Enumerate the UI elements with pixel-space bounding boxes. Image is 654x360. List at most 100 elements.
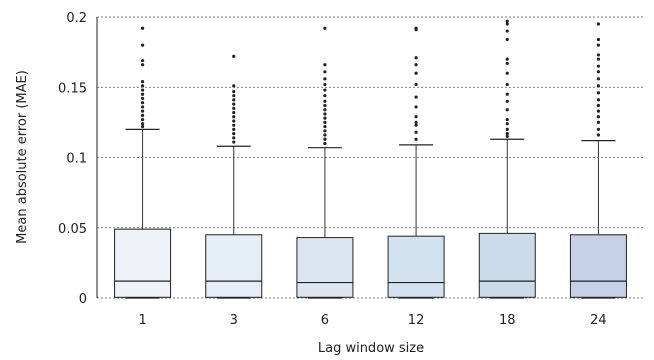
outlier-point (596, 70, 601, 74)
outlier-point (323, 94, 327, 98)
outlier-point (596, 84, 601, 88)
x-tick-label: 24 (590, 313, 607, 328)
x-tick-label: 3 (230, 313, 238, 328)
outlier-point (323, 108, 327, 112)
outlier-point (140, 80, 145, 84)
outlier-point (140, 88, 145, 92)
outlier-point (414, 130, 418, 134)
outlier-point (596, 120, 601, 124)
outlier-point (596, 43, 601, 47)
outlier-point (323, 77, 327, 81)
outlier-point (505, 117, 509, 122)
box-group-6 (296, 26, 354, 299)
outlier-point (596, 77, 601, 81)
outlier-point (232, 136, 236, 140)
outlier-point (140, 26, 145, 30)
outlier-point (140, 122, 145, 126)
outlier-point (596, 22, 601, 26)
outlier-point (596, 98, 601, 102)
outlier-point (232, 94, 236, 98)
iqr-box (205, 234, 263, 298)
outlier-point (414, 105, 418, 109)
outlier-point (505, 61, 509, 65)
outlier-point (140, 84, 145, 88)
outlier-point (140, 113, 145, 117)
outlier-point (414, 56, 418, 60)
outlier-point (505, 92, 509, 96)
x-tick-labels: 1 3 6 12 18 24 (138, 313, 606, 328)
outlier-point (414, 26, 418, 30)
outlier-point (414, 71, 418, 75)
box-group-24 (569, 22, 627, 299)
outlier-point (414, 123, 418, 127)
outlier-point (140, 63, 145, 67)
outlier-point (596, 91, 601, 95)
outlier-point (596, 53, 601, 57)
outlier-point (414, 63, 418, 67)
outlier-point (505, 37, 509, 42)
outlier-point (323, 112, 327, 116)
outlier-point (596, 109, 601, 113)
outlier-point (323, 26, 327, 30)
outlier-point (505, 71, 509, 75)
outlier-point (505, 22, 509, 26)
outlier-point (596, 64, 601, 68)
box-group-3 (205, 54, 263, 299)
outlier-point (232, 110, 236, 115)
x-tick-label: 6 (321, 313, 329, 328)
outlier-point (414, 115, 418, 119)
outlier-point (323, 129, 327, 133)
iqr-box (114, 228, 172, 298)
outlier-point (232, 140, 236, 144)
outlier-point (323, 124, 327, 129)
outlier-point (232, 84, 236, 88)
outlier-point (596, 103, 601, 108)
y-tick-label: 0.15 (58, 81, 87, 96)
box-group-18 (478, 19, 536, 299)
outlier-point (140, 101, 145, 105)
outlier-point (414, 137, 418, 141)
outlier-point (505, 108, 509, 112)
x-tick-label: 12 (408, 313, 425, 328)
iqr-box (478, 232, 536, 298)
outlier-point (505, 127, 509, 131)
outlier-point (232, 98, 236, 102)
outlier-point (505, 132, 509, 136)
grid-lines (97, 16, 644, 299)
outlier-point (232, 102, 236, 106)
y-tick-label: 0.05 (58, 222, 87, 237)
x-tick-label: 1 (138, 313, 146, 328)
outlier-point (232, 119, 236, 123)
outlier-point (596, 115, 601, 119)
outlier-point (505, 122, 509, 126)
outlier-point (505, 19, 509, 23)
outlier-point (232, 127, 236, 131)
outlier-point (323, 116, 327, 120)
outlier-point (505, 29, 509, 33)
y-tick-label: 0 (79, 292, 87, 307)
box-series (114, 19, 627, 299)
outlier-point (140, 58, 145, 63)
outlier-point (140, 109, 145, 113)
outlier-point (140, 124, 145, 129)
outlier-point (232, 115, 236, 119)
outlier-point (323, 133, 327, 137)
outlier-point (323, 88, 327, 92)
outlier-point (323, 82, 327, 87)
iqr-box (296, 237, 354, 298)
outlier-point (140, 96, 145, 101)
iqr-box (569, 234, 627, 298)
outlier-point (414, 82, 418, 87)
y-tick-label: 0.1 (66, 152, 87, 167)
y-axis-title: Mean absolute error (MAE) (15, 70, 30, 244)
outlier-point (140, 92, 145, 96)
outlier-point (323, 141, 327, 146)
box-group-1 (114, 26, 172, 299)
outlier-point (505, 82, 509, 87)
outlier-point (232, 123, 236, 127)
outlier-point (596, 57, 601, 61)
outlier-point (323, 63, 327, 67)
outlier-point (140, 43, 145, 47)
